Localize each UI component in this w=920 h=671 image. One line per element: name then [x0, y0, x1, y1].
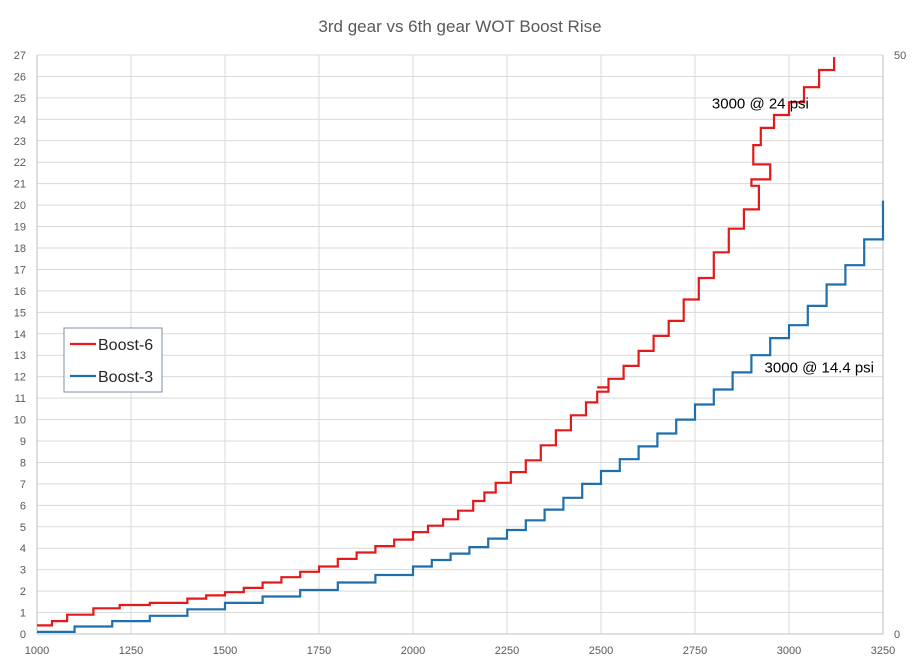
- y-tick-label: 25: [14, 93, 26, 105]
- y-tick-label: 7: [20, 479, 26, 491]
- legend: Boost-6 Boost-3: [63, 327, 163, 393]
- chart-title: 3rd gear vs 6th gear WOT Boost Rise: [318, 17, 601, 36]
- y-tick-label: 5: [20, 522, 26, 534]
- y-tick-label: 12: [14, 372, 26, 384]
- y-tick-label: 27: [14, 50, 26, 62]
- gridlines: [36, 54, 884, 635]
- x-tick-label: 2250: [495, 645, 519, 657]
- legend-box: [63, 327, 163, 393]
- x-tick-label: 3250: [871, 645, 895, 657]
- y-tick-label: 16: [14, 286, 26, 298]
- axes: 0123456789101112131415161718192021222324…: [14, 50, 907, 657]
- x-tick-label: 1500: [213, 645, 237, 657]
- y-tick-label: 19: [14, 222, 26, 234]
- y-tick-label: 23: [14, 136, 26, 148]
- y-tick-label: 14: [14, 329, 26, 341]
- legend-label-boost-3: Boost-3: [98, 369, 153, 386]
- y-tick-label: 20: [14, 200, 26, 212]
- y-tick-label: 15: [14, 307, 26, 319]
- y-tick-label: 9: [20, 436, 26, 448]
- y-tick-label: 22: [14, 157, 26, 169]
- series-lines: [37, 57, 885, 633]
- x-tick-label: 1750: [307, 645, 331, 657]
- y-tick-label: 6: [20, 500, 26, 512]
- y-tick-label: 0: [20, 629, 26, 641]
- x-tick-label: 1250: [119, 645, 143, 657]
- y-tick-label: 24: [14, 114, 26, 126]
- y-tick-label: 3: [20, 565, 26, 577]
- y-tick-label: 8: [20, 457, 26, 469]
- y-tick-label: 18: [14, 243, 26, 255]
- x-tick-label: 2500: [589, 645, 613, 657]
- y-tick-label: 2: [20, 586, 26, 598]
- annotation-label: 3000 @ 14.4 psi: [765, 359, 874, 376]
- y-tick-label: 26: [14, 71, 26, 83]
- y-tick-label: 11: [15, 393, 26, 405]
- x-tick-label: 1000: [25, 645, 49, 657]
- y2-tick-label: 50: [894, 50, 906, 62]
- y-tick-label: 17: [14, 264, 26, 276]
- y-tick-label: 4: [20, 543, 26, 555]
- y-tick-label: 13: [14, 350, 26, 362]
- annotation-label: 3000 @ 24 psi: [712, 96, 809, 113]
- legend-label-boost-6: Boost-6: [98, 337, 153, 354]
- series-line-boost-3: [37, 200, 885, 633]
- annotations: 3000 @ 24 psi 3000 @ 14.4 psi: [712, 96, 874, 377]
- x-tick-label: 2750: [683, 645, 707, 657]
- y-tick-label: 10: [14, 415, 26, 427]
- y-tick-label: 1: [20, 608, 26, 620]
- y-tick-label: 21: [14, 179, 26, 191]
- x-tick-label: 2000: [401, 645, 425, 657]
- x-tick-label: 3000: [777, 645, 801, 657]
- series-line-boost-6: [37, 57, 836, 627]
- y2-tick-label: 0: [894, 629, 900, 641]
